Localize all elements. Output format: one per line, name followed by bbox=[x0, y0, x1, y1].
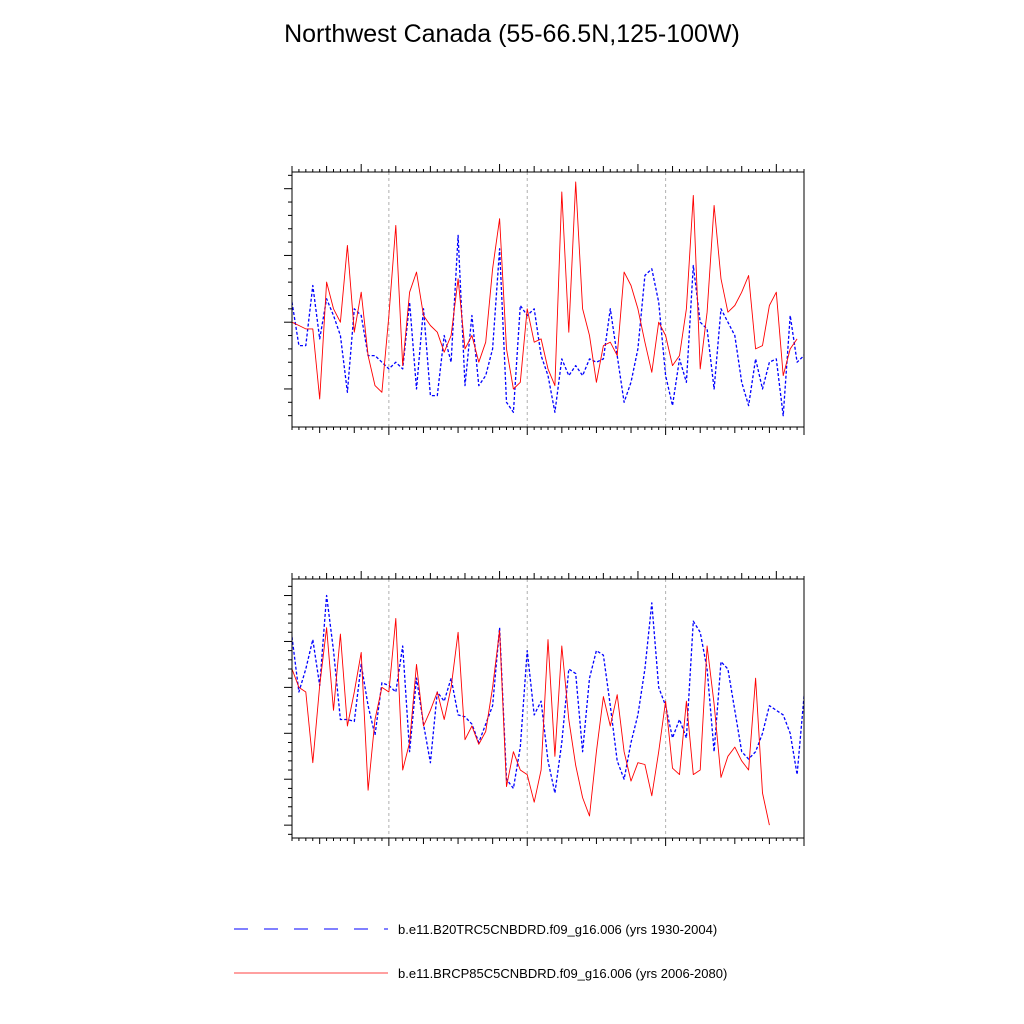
snowliq-series-historical-line bbox=[292, 234, 804, 417]
snowliq-series-future-line bbox=[292, 181, 798, 400]
snowice-plot-frame bbox=[291, 578, 805, 839]
snowliq-panel bbox=[284, 164, 805, 435]
main-title: Northwest Canada (55-66.5N,125-100W) bbox=[284, 20, 740, 48]
snowliq-plot-frame bbox=[291, 171, 805, 428]
legend: b.e11.B20TRC5CNBDRD.f09_g16.006 (yrs 193… bbox=[234, 922, 727, 981]
snowice-panel bbox=[284, 571, 805, 846]
snowice-series-historical-line bbox=[292, 594, 804, 794]
legend-label-historical: b.e11.B20TRC5CNBDRD.f09_g16.006 (yrs 193… bbox=[398, 922, 717, 937]
legend-label-future: b.e11.BRCP85C5CNBDRD.f09_g16.006 (yrs 20… bbox=[398, 966, 727, 981]
snowice-series-future-line bbox=[292, 618, 770, 826]
